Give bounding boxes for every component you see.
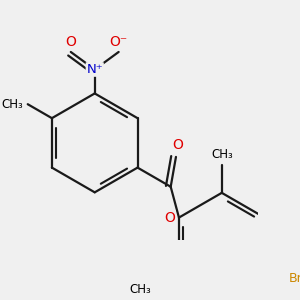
Text: CH₃: CH₃	[129, 284, 151, 296]
Text: CH₃: CH₃	[1, 98, 23, 111]
Text: Br: Br	[289, 272, 300, 286]
Text: O⁻: O⁻	[110, 35, 128, 49]
Text: O: O	[65, 35, 76, 49]
Text: O: O	[172, 138, 183, 152]
Text: N⁺: N⁺	[86, 63, 103, 76]
Text: O: O	[164, 211, 175, 225]
Text: CH₃: CH₃	[211, 148, 232, 161]
